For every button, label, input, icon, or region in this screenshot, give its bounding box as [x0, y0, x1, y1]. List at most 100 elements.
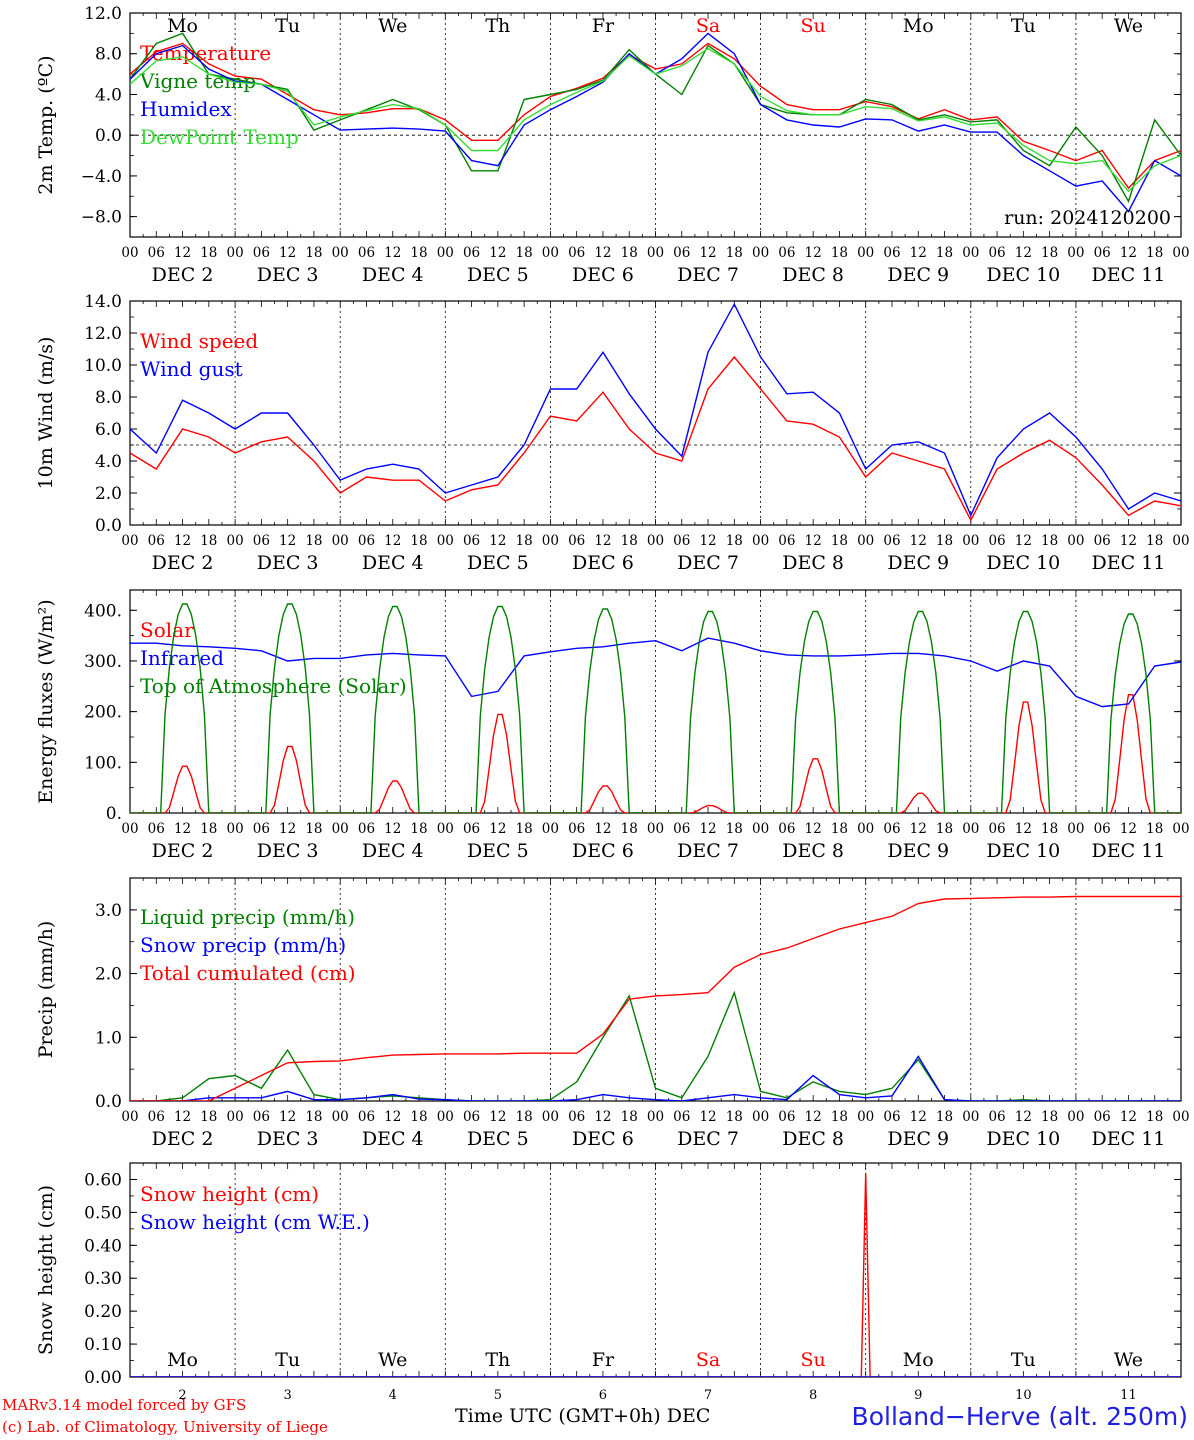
hour-tick-label: 18 — [305, 533, 322, 549]
day-number-label: 3 — [284, 1388, 292, 1403]
hour-tick-label: 12 — [384, 245, 401, 261]
y-tick-label: 0.0 — [95, 516, 122, 536]
hour-tick-label: 18 — [1041, 533, 1058, 549]
hour-tick-label: 12 — [1120, 533, 1137, 549]
day-label: DEC 2 — [152, 1128, 214, 1150]
hour-tick-label: 12 — [384, 821, 401, 837]
y-tick-label: 300. — [84, 652, 122, 672]
hour-tick-label: 18 — [410, 533, 427, 549]
day-number-label: 10 — [1015, 1388, 1032, 1403]
y-tick-label: 12.0 — [84, 324, 122, 344]
hour-tick-label: 00 — [1172, 1109, 1189, 1125]
hour-tick-label: 12 — [1120, 1109, 1137, 1125]
legend-entry: Solar — [140, 618, 194, 642]
hour-tick-label: 06 — [253, 245, 270, 261]
hour-tick-label: 06 — [253, 821, 270, 837]
weekday-label: Mo — [903, 15, 934, 37]
hour-tick-label: 06 — [358, 821, 375, 837]
y-tick-label: 1.0 — [95, 1028, 122, 1048]
hour-tick-label: 00 — [1172, 821, 1189, 837]
hour-tick-label: 12 — [594, 245, 611, 261]
hour-tick-label: 12 — [279, 1109, 296, 1125]
y-tick-label: 400. — [84, 601, 122, 621]
hour-tick-label: 06 — [148, 533, 165, 549]
day-label: DEC 6 — [572, 1128, 634, 1150]
hour-tick-label: 12 — [174, 1109, 191, 1125]
hour-tick-label: 06 — [568, 533, 585, 549]
hour-tick-label: 12 — [279, 533, 296, 549]
day-label: DEC 9 — [887, 1128, 949, 1150]
y-tick-label: 12.0 — [84, 4, 122, 24]
hour-tick-label: 12 — [489, 821, 506, 837]
day-label: DEC 5 — [467, 840, 529, 862]
hour-tick-label: 18 — [726, 533, 743, 549]
hour-tick-label: 06 — [1094, 533, 1111, 549]
day-label: DEC 11 — [1092, 264, 1166, 286]
hour-tick-label: 18 — [305, 245, 322, 261]
hour-tick-label: 18 — [305, 1109, 322, 1125]
hour-tick-label: 18 — [516, 821, 533, 837]
legend-entry: Total cumulated (cm) — [140, 961, 356, 985]
day-label: DEC 2 — [152, 264, 214, 286]
hour-tick-label: 06 — [568, 821, 585, 837]
hour-tick-label: 06 — [1094, 245, 1111, 261]
panel-5: 0.60 0.50 0.40 0.30 0.20 0.10 0.00 Snow height … — [35, 1162, 1182, 1403]
hour-tick-label: 18 — [200, 821, 217, 837]
hour-tick-label: 18 — [831, 1109, 848, 1125]
month-label: DEC — [666, 1405, 711, 1427]
day-label: DEC 6 — [572, 552, 634, 574]
y-tick-label: 0.60 — [84, 1170, 122, 1190]
series-line-temperature — [130, 42, 1181, 190]
y-tick-label: 10.0 — [84, 356, 122, 376]
hour-tick-label: 06 — [673, 533, 690, 549]
hour-tick-label: 12 — [279, 245, 296, 261]
day-label: DEC 9 — [887, 264, 949, 286]
y-tick-label: 4.0 — [95, 452, 122, 472]
day-label: DEC 7 — [677, 552, 739, 574]
legend-entry: Wind speed — [140, 329, 258, 353]
day-number-label: 9 — [914, 1388, 922, 1403]
hour-tick-label: 06 — [673, 245, 690, 261]
model-credit: MARv3.14 model forced by GFS — [2, 1396, 247, 1414]
weekday-label: Mo — [167, 1349, 198, 1371]
y-tick-label: 14.0 — [84, 292, 122, 312]
hour-tick-label: 12 — [699, 1109, 716, 1125]
day-label: DEC 3 — [257, 1128, 319, 1150]
day-label: DEC 5 — [467, 1128, 529, 1150]
series-line-snow-precip-mm-h- — [130, 1055, 1181, 1101]
hour-tick-label: 06 — [883, 245, 900, 261]
y-tick-label: 2.0 — [95, 965, 122, 985]
hour-tick-label: 18 — [621, 245, 638, 261]
hour-tick-label: 12 — [594, 821, 611, 837]
time-axis-label: Time UTC (GMT+0h) DEC — [455, 1405, 710, 1427]
hour-tick-label: 06 — [358, 245, 375, 261]
hour-tick-label: 06 — [148, 245, 165, 261]
y-tick-label: −8.0 — [81, 208, 122, 228]
day-label: DEC 9 — [887, 552, 949, 574]
day-label: DEC 8 — [782, 840, 844, 862]
day-label: DEC 6 — [572, 264, 634, 286]
hour-tick-label: 06 — [883, 1109, 900, 1125]
hour-tick-label: 18 — [936, 821, 953, 837]
hour-tick-label: 18 — [1041, 245, 1058, 261]
hour-tick-label: 18 — [726, 1109, 743, 1125]
hour-tick-label: 12 — [1015, 821, 1032, 837]
hour-tick-label: 12 — [174, 533, 191, 549]
hour-tick-label: 00 — [752, 245, 769, 261]
legend-entry: Humidex — [140, 97, 232, 121]
hour-tick-label: 18 — [726, 821, 743, 837]
day-label: DEC 5 — [467, 552, 529, 574]
y-tick-label: 0.0 — [95, 1092, 122, 1112]
station-name: Bolland−Herve (alt. 250m) — [851, 1402, 1188, 1431]
hour-tick-label: 06 — [883, 821, 900, 837]
lab-credit: (c) Lab. of Climatology, University of L… — [2, 1418, 328, 1436]
day-number-label: 11 — [1120, 1388, 1137, 1403]
hour-tick-label: 18 — [516, 245, 533, 261]
hour-tick-label: 06 — [463, 821, 480, 837]
day-label: DEC 8 — [782, 264, 844, 286]
hour-tick-label: 06 — [568, 245, 585, 261]
hour-tick-label: 06 — [778, 245, 795, 261]
hour-tick-label: 18 — [726, 245, 743, 261]
hour-tick-label: 00 — [857, 533, 874, 549]
day-label: DEC 4 — [362, 552, 424, 574]
